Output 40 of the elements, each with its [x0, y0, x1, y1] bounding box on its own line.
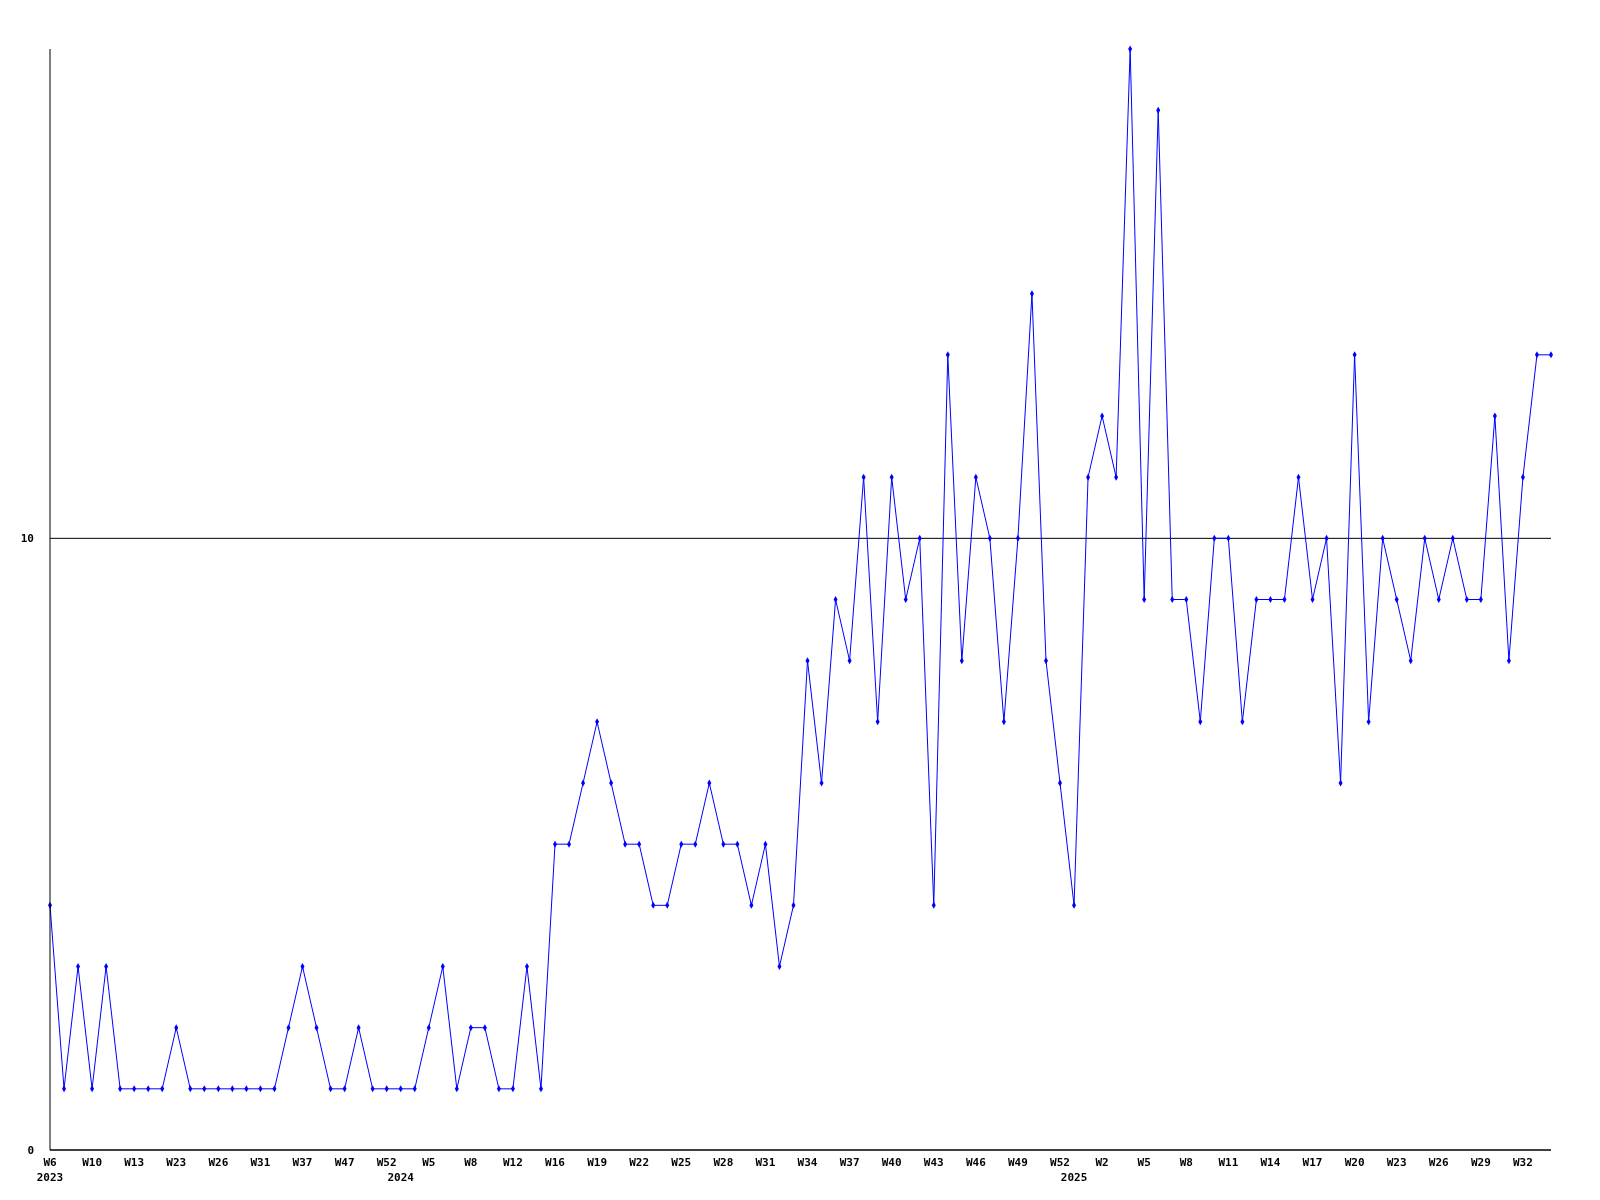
x-tick-label: W5 [422, 1156, 436, 1169]
x-tick-label: W31 [250, 1156, 271, 1169]
x-tick-label: W29 [1470, 1156, 1491, 1169]
y-tick-label: 10 [20, 532, 34, 546]
x-tick-label: W13 [124, 1156, 145, 1169]
x-tick-label: W2 [1095, 1156, 1109, 1169]
x-tick-label: W22 [629, 1156, 650, 1169]
x-tick-label: W32 [1513, 1156, 1533, 1169]
x-tick-label: W11 [1218, 1156, 1239, 1169]
x-tick-label: W52 [1050, 1156, 1070, 1169]
x-tick-label: W26 [208, 1156, 229, 1169]
x-tick-label: W37 [292, 1156, 313, 1169]
x-tick-label: W26 [1428, 1156, 1450, 1169]
x-tick-label: W47 [334, 1156, 355, 1169]
y-tick-label: 0 [27, 1144, 34, 1157]
x-tick-label: W8 [464, 1156, 478, 1169]
x-tick-label: W6 2023 [36, 1156, 64, 1184]
x-tick-label: W17 [1302, 1156, 1323, 1169]
x-tick-label: W34 [797, 1156, 818, 1169]
x-tick-label: W28 [713, 1156, 734, 1169]
x-tick-label: W20 [1344, 1156, 1365, 1169]
x-tick-label: W5 [1137, 1156, 1151, 1169]
x-tick-label: W10 [82, 1156, 103, 1169]
x-tick-label: W12 [502, 1156, 523, 1169]
x-tick-label: W16 [545, 1156, 566, 1169]
x-tick-label: W40 [881, 1156, 902, 1169]
x-tick-label: W25 [671, 1156, 692, 1169]
x-tick-label: W37 [839, 1156, 860, 1169]
x-tick-label: W52 [376, 1156, 397, 1169]
x-tick-label: W14 [1260, 1156, 1281, 1169]
x-tick-label: 2024 [387, 1171, 415, 1184]
x-tick-label: W31 [755, 1156, 776, 1169]
x-tick-label: 2025 [1060, 1171, 1088, 1184]
x-tick-label: W43 [923, 1156, 944, 1169]
x-tick-label: W23 [166, 1156, 187, 1169]
x-tick-label: W23 [1386, 1156, 1407, 1169]
x-tick-label: W46 [965, 1156, 987, 1169]
x-tick-label: W8 [1179, 1156, 1193, 1169]
x-tick-label: W49 [1008, 1156, 1028, 1169]
x-tick-label: W19 [587, 1156, 608, 1169]
